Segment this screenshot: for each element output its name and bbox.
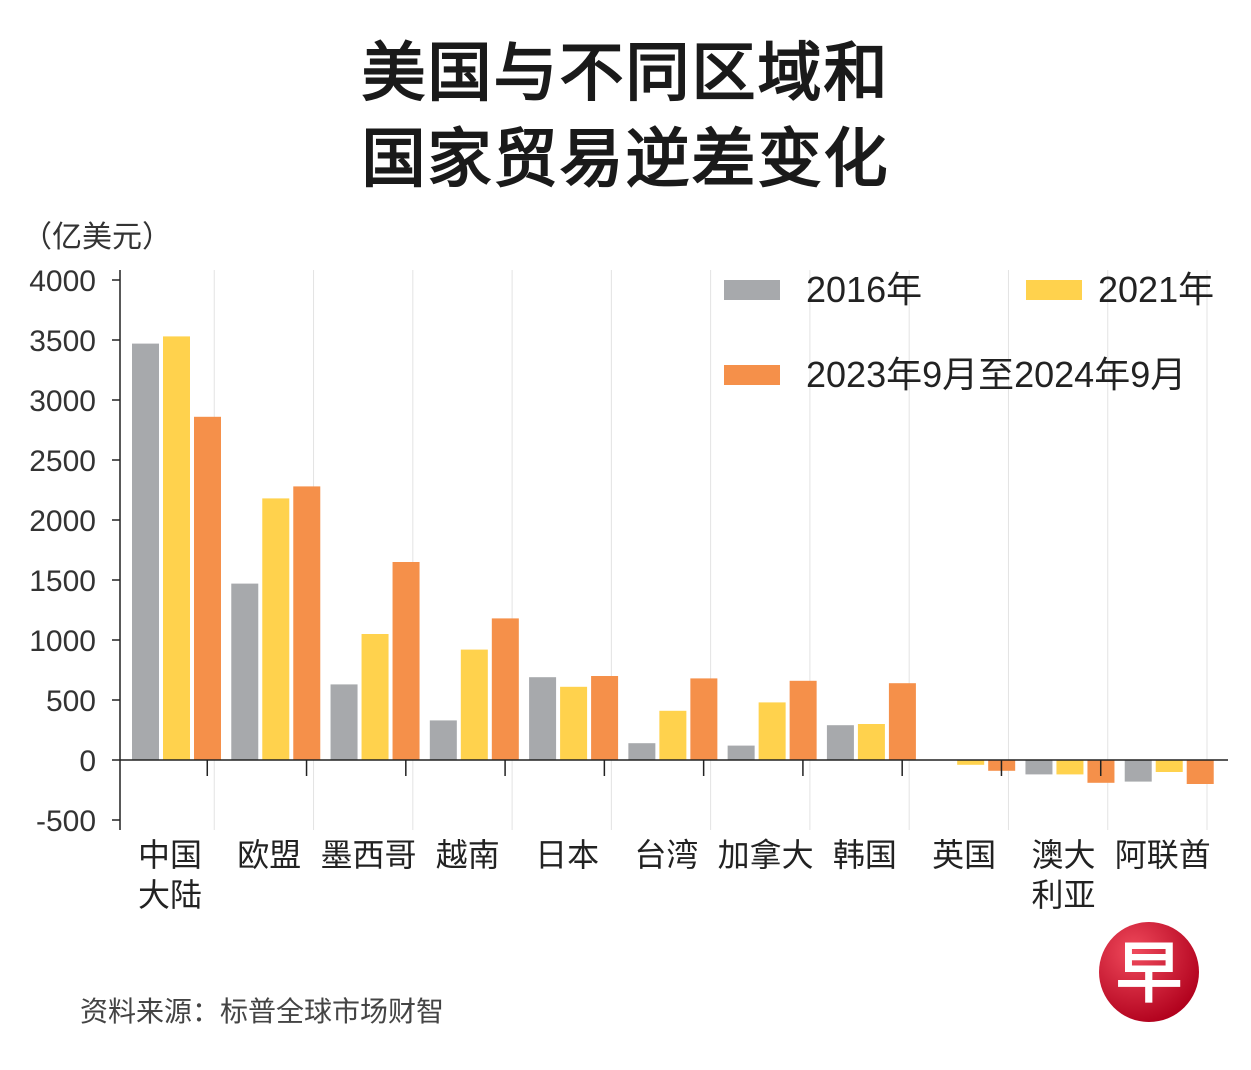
- bar: [392, 562, 420, 760]
- bar: [1056, 760, 1084, 775]
- y-tick-label: 0: [79, 745, 96, 778]
- source-note: 资料来源：标普全球市场财智: [80, 995, 445, 1028]
- bar: [789, 680, 817, 760]
- bar: [1186, 760, 1214, 784]
- bar: [888, 683, 916, 760]
- y-tick-label: -500: [36, 805, 96, 838]
- bar: [361, 634, 389, 760]
- bar: [1025, 760, 1053, 775]
- y-tick-label: 3500: [29, 325, 96, 358]
- y-tick-label: 2000: [29, 505, 96, 538]
- category-label: 欧盟: [237, 836, 301, 874]
- chart-title-line-2: 国家贸易逆差变化: [361, 123, 890, 197]
- category-label: 韩国: [833, 836, 897, 874]
- bar: [194, 416, 221, 760]
- bar: [591, 676, 619, 760]
- bar: [1155, 760, 1183, 772]
- bar: [491, 618, 519, 760]
- bar: [1124, 760, 1152, 782]
- legend-label: 2021年: [1098, 269, 1214, 310]
- y-tick-label: 500: [46, 685, 96, 718]
- category-label: 利亚: [1031, 876, 1095, 914]
- bar: [231, 583, 259, 760]
- legend-label: 2016年: [806, 269, 922, 310]
- category-label: 阿联酋: [1115, 836, 1211, 874]
- category-label: 大陆: [138, 876, 202, 914]
- y-tick-label: 3000: [29, 385, 96, 418]
- legend-label: 2023年9月至2024年9月: [806, 354, 1186, 395]
- category-label: 越南: [436, 836, 500, 874]
- category-label: 中国: [138, 836, 202, 874]
- legend-swatch: [724, 365, 780, 385]
- bar: [957, 760, 985, 765]
- bar: [262, 498, 290, 760]
- bar: [460, 649, 488, 760]
- y-tick-label: 4000: [29, 265, 96, 298]
- bar: [132, 343, 159, 760]
- chart-title-line-1: 美国与不同区域和: [361, 37, 890, 111]
- bar: [857, 724, 885, 760]
- legend-swatch: [1026, 280, 1082, 300]
- category-label: 墨西哥: [321, 836, 417, 874]
- category-label: 加拿大: [718, 836, 814, 874]
- bar: [529, 677, 557, 760]
- bar: [560, 686, 588, 760]
- bar: [429, 720, 457, 760]
- bar: [330, 684, 358, 760]
- bar: [727, 745, 755, 760]
- category-label: 澳大: [1031, 836, 1095, 874]
- bar: [690, 678, 718, 760]
- bar: [659, 710, 687, 760]
- bar: [293, 486, 321, 760]
- y-axis-unit-label: （亿美元）: [22, 220, 172, 255]
- category-label: 日本: [535, 836, 599, 874]
- bar: [628, 743, 656, 760]
- bar: [826, 725, 854, 760]
- legend-swatch: [724, 280, 780, 300]
- y-tick-label: 2500: [29, 445, 96, 478]
- category-label: 英国: [932, 836, 996, 874]
- y-tick-label: 1000: [29, 625, 96, 658]
- category-label: 台湾: [634, 836, 698, 874]
- bar: [758, 702, 786, 760]
- bar-chart: 4000 3500 3000 2500 2000 1500 1000 500 0 -500 中国大陆…: [29, 265, 1228, 914]
- zaobao-logo-icon: 早: [1099, 922, 1199, 1022]
- y-tick-label: 1500: [29, 565, 96, 598]
- svg-text:早: 早: [1116, 935, 1182, 1012]
- bar: [163, 336, 190, 760]
